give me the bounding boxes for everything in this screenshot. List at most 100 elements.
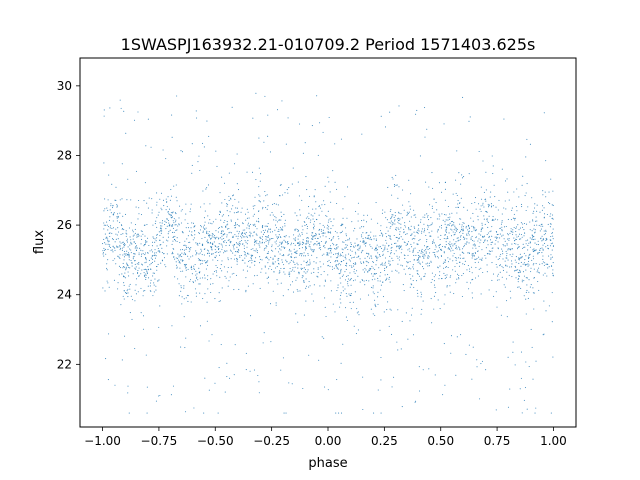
data-point: [446, 236, 448, 238]
data-point: [334, 248, 336, 250]
data-point: [150, 268, 152, 270]
data-point: [145, 259, 147, 261]
data-point: [513, 242, 515, 245]
data-point: [521, 256, 523, 258]
data-point: [321, 254, 323, 256]
data-point: [552, 356, 554, 358]
data-point: [219, 268, 221, 270]
data-point: [277, 204, 279, 206]
data-point: [390, 333, 393, 336]
data-point: [144, 182, 146, 184]
data-point: [262, 230, 264, 232]
data-point: [410, 268, 412, 270]
data-point: [250, 257, 252, 259]
y-axis-label: flux: [32, 230, 47, 254]
data-point: [289, 267, 291, 270]
data-point: [113, 213, 115, 215]
data-point: [411, 307, 413, 309]
data-point: [526, 183, 528, 185]
data-point: [283, 271, 285, 273]
data-point: [384, 274, 386, 276]
data-point: [251, 259, 253, 261]
data-point: [468, 234, 470, 236]
data-point: [526, 263, 528, 265]
data-point: [368, 262, 370, 264]
data-point: [526, 289, 528, 292]
data-point: [171, 217, 173, 219]
data-point: [138, 262, 140, 264]
data-point: [412, 249, 414, 251]
data-point: [183, 316, 185, 318]
data-point: [215, 150, 217, 152]
data-point: [221, 230, 223, 232]
data-point: [286, 189, 288, 191]
data-point: [131, 299, 134, 301]
data-point: [248, 234, 250, 237]
data-point: [552, 190, 554, 192]
data-point: [361, 133, 363, 135]
data-point: [141, 269, 143, 271]
data-point: [445, 214, 447, 216]
data-point: [136, 234, 138, 236]
data-point: [486, 220, 488, 222]
data-point: [327, 232, 329, 234]
data-point: [258, 210, 260, 212]
data-point: [356, 256, 358, 258]
data-point: [312, 215, 314, 217]
data-point: [227, 204, 229, 206]
data-point: [299, 247, 301, 250]
data-point: [255, 240, 257, 242]
data-point: [151, 198, 153, 200]
data-point: [502, 269, 505, 272]
data-point: [308, 212, 310, 214]
data-point: [187, 300, 189, 303]
data-point: [492, 173, 494, 175]
data-point: [435, 201, 437, 204]
data-point: [237, 210, 239, 213]
data-point: [497, 233, 499, 236]
data-point: [221, 270, 223, 272]
data-point: [204, 236, 206, 238]
data-point: [462, 229, 465, 231]
data-point: [163, 253, 165, 255]
data-point: [550, 178, 552, 180]
data-point: [518, 233, 521, 235]
data-point: [413, 214, 415, 216]
data-point: [480, 362, 482, 365]
data-point: [240, 254, 242, 257]
data-point: [150, 146, 152, 148]
data-point: [445, 266, 447, 268]
data-point: [185, 203, 187, 205]
data-point: [528, 257, 530, 259]
data-point: [341, 275, 343, 277]
data-point: [350, 278, 352, 280]
data-point: [317, 272, 319, 274]
data-point: [513, 213, 515, 215]
data-point: [466, 281, 468, 283]
data-point: [500, 223, 503, 225]
data-point: [229, 197, 232, 199]
data-point: [525, 291, 527, 294]
data-point: [217, 412, 219, 414]
data-point: [144, 268, 146, 270]
data-point: [267, 205, 269, 207]
data-point: [313, 250, 315, 252]
data-point: [297, 235, 299, 237]
data-point: [548, 255, 550, 257]
data-point: [422, 254, 424, 256]
data-point: [522, 243, 524, 245]
data-point: [292, 167, 294, 169]
data-point: [126, 292, 128, 294]
data-point: [422, 255, 424, 257]
data-point: [361, 279, 364, 282]
data-point: [324, 242, 326, 244]
data-point: [324, 185, 326, 187]
data-point: [444, 221, 446, 223]
data-point: [540, 225, 542, 227]
data-point: [486, 211, 488, 213]
data-point: [549, 215, 551, 217]
data-point: [373, 412, 375, 414]
data-point: [174, 235, 176, 237]
data-point: [229, 211, 231, 213]
data-point: [271, 231, 274, 233]
